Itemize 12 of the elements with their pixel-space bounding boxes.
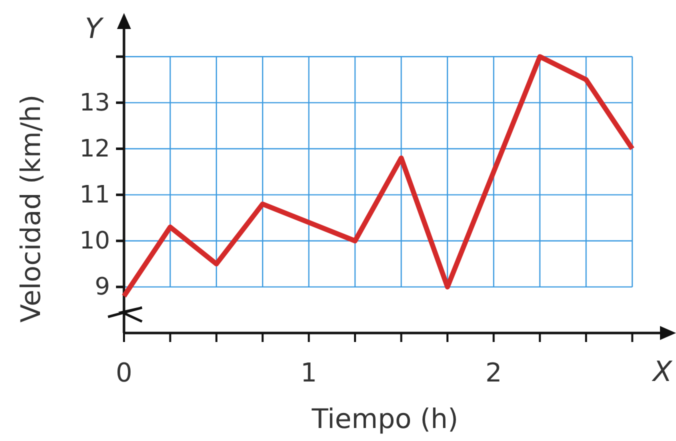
- x-axis-title: Tiempo (h): [310, 404, 458, 435]
- text: X: [650, 355, 673, 388]
- y-tick-label: 9: [94, 272, 110, 301]
- y-tick-label: 12: [79, 134, 110, 162]
- y-axis-title: Velocidad (km/h): [16, 94, 47, 323]
- x-tick-label: 2: [485, 358, 502, 388]
- y-tick-label: 11: [79, 180, 110, 208]
- text: Y: [84, 12, 104, 45]
- x-tick-label: 1: [300, 358, 318, 388]
- y-tick-label: 13: [79, 88, 110, 116]
- x-tick-label: 0: [116, 358, 132, 388]
- y-tick-label: 10: [79, 226, 110, 255]
